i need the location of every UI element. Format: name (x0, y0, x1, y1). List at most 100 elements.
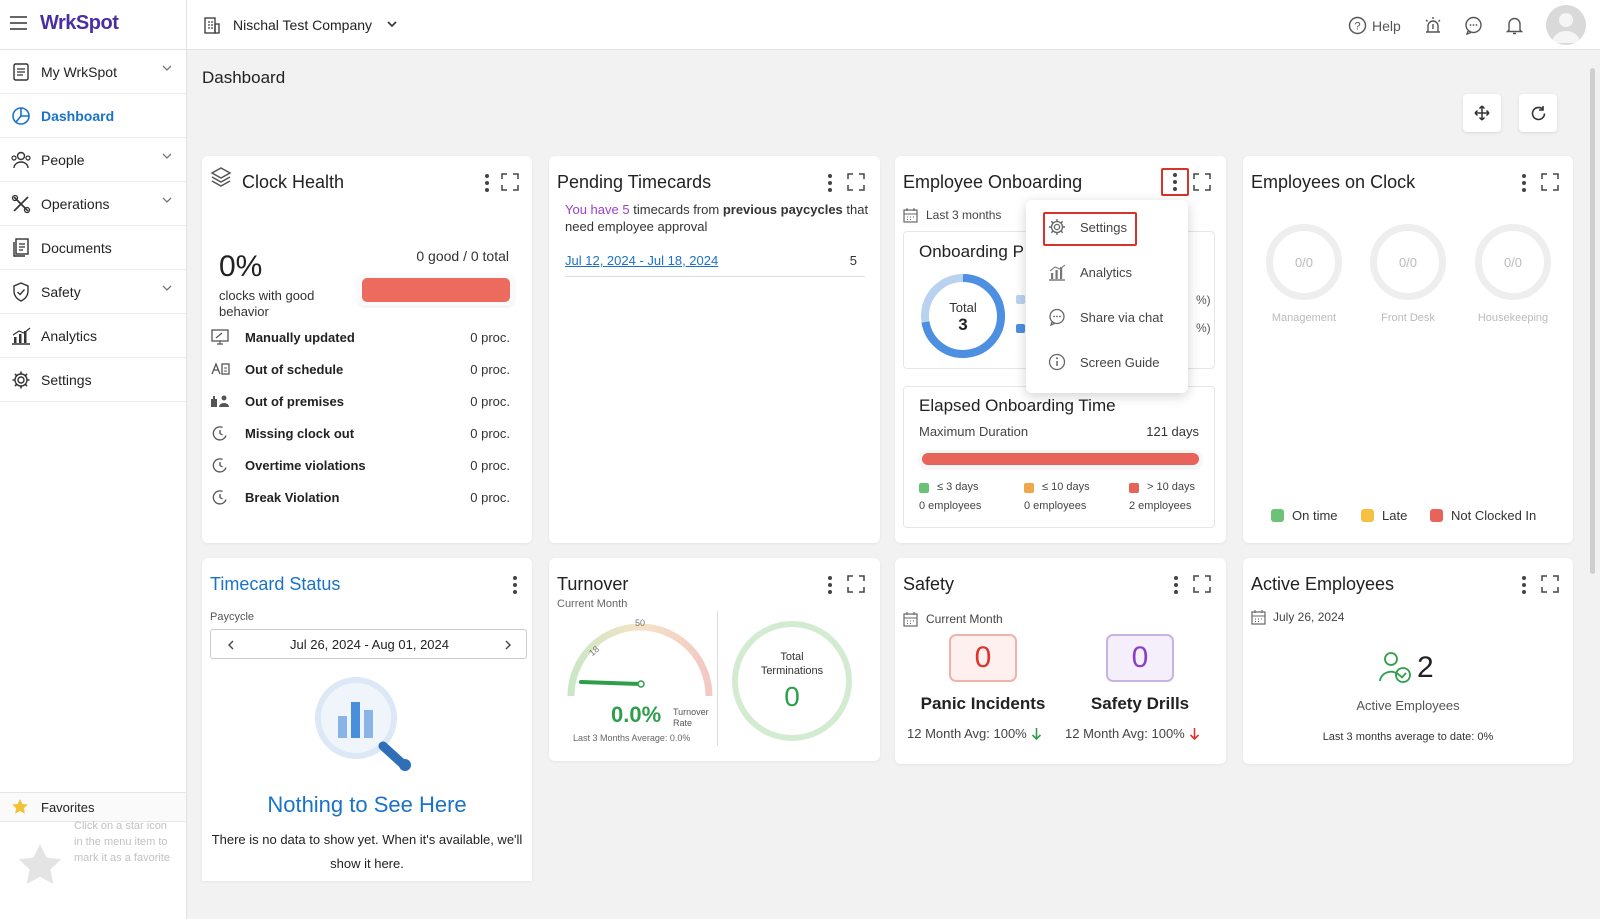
fullscreen-icon[interactable] (847, 173, 865, 191)
move-widgets-button[interactable] (1463, 94, 1501, 132)
clock-health-row: Manually updated 0 proc. (210, 327, 510, 347)
legend-label: ≤ 10 days (1042, 481, 1090, 493)
sidebar-item-operations[interactable]: Operations (0, 182, 186, 226)
row-value: 0 proc. (470, 329, 510, 345)
sidebar: My WrkSpot Dashboard People Operations D… (0, 50, 187, 919)
turnover-rate-label: Turnover (673, 707, 709, 717)
sidebar-item-documents[interactable]: Documents (0, 226, 186, 270)
info-icon (1046, 353, 1068, 371)
paycycle-selector: Jul 26, 2024 - Aug 01, 2024 (210, 629, 527, 659)
card-menu-kebab-icon (1172, 173, 1178, 191)
gear-icon (10, 369, 32, 391)
logo[interactable]: WrkSpot (40, 12, 119, 34)
favorites-label: Favorites (41, 799, 95, 815)
pending-message: You have 5 timecards from previous paycy… (565, 201, 870, 235)
timecard-range-link[interactable]: Jul 12, 2024 - Jul 18, 2024 (565, 253, 719, 268)
menu-item-label: Settings (1080, 219, 1127, 235)
card-menu-kebab-icon[interactable] (827, 576, 833, 594)
legend-swatch (1016, 324, 1025, 333)
sidebar-item-dashboard[interactable]: Dashboard (0, 94, 186, 138)
active-employees-label: Active Employees (1356, 698, 1460, 713)
legend-swatch (1024, 483, 1034, 493)
gear-icon (1046, 218, 1068, 236)
sidebar-item-settings[interactable]: Settings (0, 358, 186, 402)
card-menu-kebab-icon[interactable] (1521, 174, 1527, 192)
card-dropdown-menu: Settings Analytics Share via chat Screen… (1026, 200, 1188, 393)
fullscreen-icon[interactable] (847, 575, 865, 593)
good-behavior-bar-track (358, 274, 514, 306)
card-menu-kebab-icon[interactable] (827, 174, 833, 192)
card-title: Turnover (557, 574, 629, 594)
row-label: Manually updated (245, 329, 355, 345)
card-menu-kebab-icon[interactable] (1521, 576, 1527, 594)
card-title: Employee Onboarding (903, 172, 1083, 192)
hamburger-icon[interactable] (10, 16, 27, 30)
chevron-down-icon (162, 285, 172, 291)
alarm-icon[interactable] (1423, 15, 1443, 35)
refresh-button[interactable] (1519, 94, 1557, 132)
company-selector[interactable]: Nischal Test Company (233, 17, 373, 33)
menu-item-settings[interactable]: Settings (1026, 207, 1186, 247)
clock-icon (210, 424, 230, 442)
calendar-icon (903, 612, 918, 627)
good-behavior-bar-fill (362, 278, 510, 302)
card-menu-kebab-icon[interactable] (512, 576, 518, 594)
drills-avg: 12 Month Avg: 100% (1065, 726, 1200, 741)
help-button[interactable]: ? Help (1348, 16, 1401, 35)
chat-icon[interactable] (1464, 16, 1483, 35)
timecard-range-row: Jul 12, 2024 - Jul 18, 2024 5 (565, 253, 865, 277)
sidebar-item-my-wrkspot[interactable]: My WrkSpot (0, 50, 186, 94)
monitor-edit-icon (210, 328, 230, 346)
favorites-hint: Click on a star icon in the menu item to… (74, 820, 170, 864)
turnover-rate-label: Rate (673, 718, 693, 728)
chevron-right-icon[interactable] (505, 640, 512, 650)
card-menu-button[interactable] (1161, 168, 1189, 196)
fullscreen-icon[interactable] (1193, 575, 1211, 593)
card-menu-kebab-icon[interactable] (484, 174, 490, 192)
fullscreen-icon[interactable] (1541, 575, 1559, 593)
brand-area: WrkSpot (0, 0, 187, 50)
row-label: Out of schedule (245, 361, 344, 377)
msg-prefix: You have (565, 202, 619, 217)
card-menu-kebab-icon[interactable] (1173, 576, 1179, 594)
row-label: Missing clock out (245, 425, 355, 441)
legend-on-time: On time (1271, 508, 1338, 523)
bell-icon[interactable] (1505, 15, 1524, 35)
card-title: Safety (903, 574, 955, 594)
fullscreen-icon[interactable] (1541, 173, 1559, 191)
fullscreen-icon[interactable] (501, 173, 519, 191)
chevron-down-icon[interactable] (387, 21, 397, 28)
sidebar-item-safety[interactable]: Safety (0, 270, 186, 314)
menu-item-share-via-chat[interactable]: Share via chat (1026, 297, 1186, 337)
menu-item-screen-guide[interactable]: Screen Guide (1026, 342, 1186, 382)
sidebar-item-people[interactable]: People (0, 138, 186, 182)
avatar[interactable] (1546, 5, 1586, 45)
card-title: Active Employees (1251, 574, 1395, 594)
clock-icon (210, 456, 230, 474)
schedule-icon (210, 360, 230, 378)
terminations-ring (732, 621, 852, 741)
turnover-avg: Last 3 Months Average: 0.0% (573, 733, 691, 743)
active-employees-value: 2 (1417, 651, 1434, 684)
msg-mid: timecards from (633, 202, 720, 217)
paycycle-range: Jul 26, 2024 - Aug 01, 2024 (289, 637, 449, 652)
row-value: 0 proc. (470, 393, 510, 409)
page-scrollbar[interactable] (1590, 68, 1595, 574)
calendar-icon (1251, 610, 1266, 625)
divider (717, 611, 718, 746)
svg-text:?: ? (1354, 21, 1360, 33)
menu-item-analytics[interactable]: Analytics (1026, 252, 1186, 292)
shield-icon (10, 281, 32, 303)
msg-bold: previous paycycles (722, 202, 843, 217)
analytics-icon (1046, 264, 1068, 281)
terminations-label: Total (780, 651, 804, 663)
row-value: 0 proc. (470, 361, 510, 377)
row-value: 0 proc. (470, 489, 510, 505)
chevron-left-icon[interactable] (227, 640, 234, 650)
sidebar-item-label: Documents (41, 239, 112, 256)
fullscreen-icon[interactable] (1193, 173, 1211, 191)
sidebar-item-analytics[interactable]: Analytics (0, 314, 186, 358)
row-label: Overtime violations (245, 457, 366, 473)
layers-icon (210, 167, 232, 187)
move-icon (1474, 105, 1490, 121)
